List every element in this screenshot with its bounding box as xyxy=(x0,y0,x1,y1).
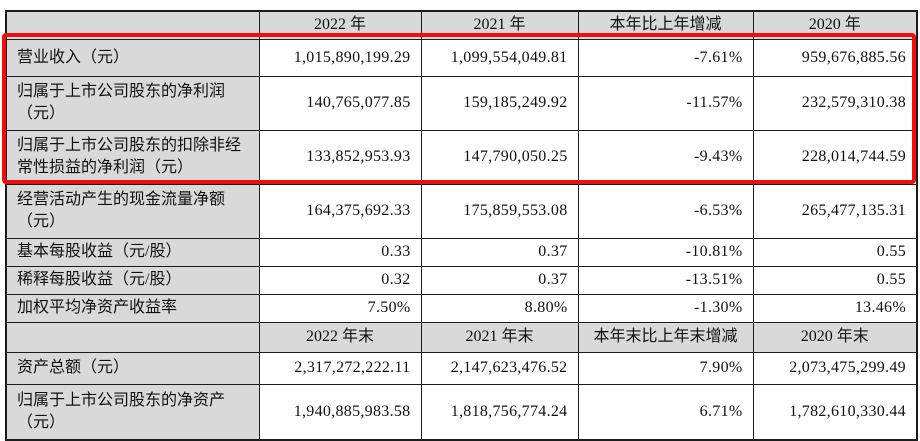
table-row-net-profit-excl-nonrecurring: 归属于上市公司股东的扣除非经常性损益的净利润（元） 133,852,953.93… xyxy=(5,129,918,185)
row-label: 稀释每股收益（元/股） xyxy=(5,265,260,295)
cell-value: 0.37 xyxy=(420,265,579,295)
cell-value: 2,317,272,222.11 xyxy=(258,351,422,385)
cell-value: 2,073,475,299.49 xyxy=(752,351,918,385)
row-label: 归属于上市公司股东的净资产（元） xyxy=(5,383,260,441)
cell-value: 13.46% xyxy=(752,293,918,323)
header-2020-yearend: 2020 年末 xyxy=(752,321,918,353)
row-label: 加权平均净资产收益率 xyxy=(5,293,260,323)
header-yoy-change: 本年比上年增减 xyxy=(577,10,754,40)
cell-value: 1,015,890,199.29 xyxy=(258,38,422,77)
cell-value: 8.80% xyxy=(420,293,579,323)
row-label: 资产总额（元） xyxy=(5,351,260,385)
cell-value: 159,185,249.92 xyxy=(420,75,579,131)
row-label: 归属于上市公司股东的净利润（元） xyxy=(5,75,260,131)
table-row-diluted-eps: 稀释每股收益（元/股） 0.32 0.37 -13.51% 0.55 xyxy=(5,265,918,295)
table-row-revenue: 营业收入（元） 1,015,890,199.29 1,099,554,049.8… xyxy=(5,38,918,77)
cell-value: 0.33 xyxy=(258,237,422,267)
cell-value: 175,859,553.08 xyxy=(420,183,579,239)
cell-value: -6.53% xyxy=(577,183,754,239)
header-2022: 2022 年 xyxy=(258,10,422,40)
cell-value: 1,940,885,983.58 xyxy=(258,383,422,441)
header-2020: 2020 年 xyxy=(752,10,918,40)
table-row-total-assets: 资产总额（元） 2,317,272,222.11 2,147,623,476.5… xyxy=(5,351,918,385)
table-row-operating-cash-flow: 经营活动产生的现金流量净额（元） 164,375,692.33 175,859,… xyxy=(5,183,918,239)
table-row-net-assets: 归属于上市公司股东的净资产（元） 1,940,885,983.58 1,818,… xyxy=(5,383,918,441)
cell-value: 164,375,692.33 xyxy=(258,183,422,239)
cell-value: 1,099,554,049.81 xyxy=(420,38,579,77)
cell-value: 0.55 xyxy=(752,265,918,295)
cell-value: 0.32 xyxy=(258,265,422,295)
table-header-row-current: 2022 年 2021 年 本年比上年增减 2020 年 xyxy=(5,10,918,40)
header-2021-yearend: 2021 年末 xyxy=(420,321,579,353)
cell-value: 133,852,953.93 xyxy=(258,129,422,185)
header-2021: 2021 年 xyxy=(420,10,579,40)
table-header-row-yearend: 2022 年末 2021 年末 本年末比上年末增减 2020 年末 xyxy=(5,321,918,353)
header-2022-yearend: 2022 年末 xyxy=(258,321,422,353)
cell-value: 1,818,756,774.24 xyxy=(420,383,579,441)
cell-value: 265,477,135.31 xyxy=(752,183,918,239)
header-yearend-change: 本年末比上年末增减 xyxy=(577,321,754,353)
cell-value: 6.71% xyxy=(577,383,754,441)
cell-value: -7.61% xyxy=(577,38,754,77)
cell-value: 7.50% xyxy=(258,293,422,323)
table-row-weighted-avg-roe: 加权平均净资产收益率 7.50% 8.80% -1.30% 13.46% xyxy=(5,293,918,323)
row-label: 营业收入（元） xyxy=(5,38,260,77)
cell-value: 0.37 xyxy=(420,237,579,267)
cell-value: -1.30% xyxy=(577,293,754,323)
cell-value: 1,782,610,330.44 xyxy=(752,383,918,441)
cell-value: -11.57% xyxy=(577,75,754,131)
cell-value: -10.81% xyxy=(577,237,754,267)
cell-value: 140,765,077.85 xyxy=(258,75,422,131)
cell-value: 2,147,623,476.52 xyxy=(420,351,579,385)
header-empty-cell xyxy=(5,10,260,40)
cell-value: -13.51% xyxy=(577,265,754,295)
header-empty-cell xyxy=(5,321,260,353)
row-label: 经营活动产生的现金流量净额（元） xyxy=(5,183,260,239)
cell-value: 959,676,885.56 xyxy=(752,38,918,77)
financial-summary-table: 2022 年 2021 年 本年比上年增减 2020 年 营业收入（元） 1,0… xyxy=(5,10,918,441)
cell-value: 147,790,050.25 xyxy=(420,129,579,185)
cell-value: -9.43% xyxy=(577,129,754,185)
table-row-basic-eps: 基本每股收益（元/股） 0.33 0.37 -10.81% 0.55 xyxy=(5,237,918,267)
cell-value: 232,579,310.38 xyxy=(752,75,918,131)
table-row-net-profit: 归属于上市公司股东的净利润（元） 140,765,077.85 159,185,… xyxy=(5,75,918,131)
cell-value: 0.55 xyxy=(752,237,918,267)
cell-value: 7.90% xyxy=(577,351,754,385)
row-label: 归属于上市公司股东的扣除非经常性损益的净利润（元） xyxy=(5,129,260,185)
cell-value: 228,014,744.59 xyxy=(752,129,918,185)
row-label: 基本每股收益（元/股） xyxy=(5,237,260,267)
